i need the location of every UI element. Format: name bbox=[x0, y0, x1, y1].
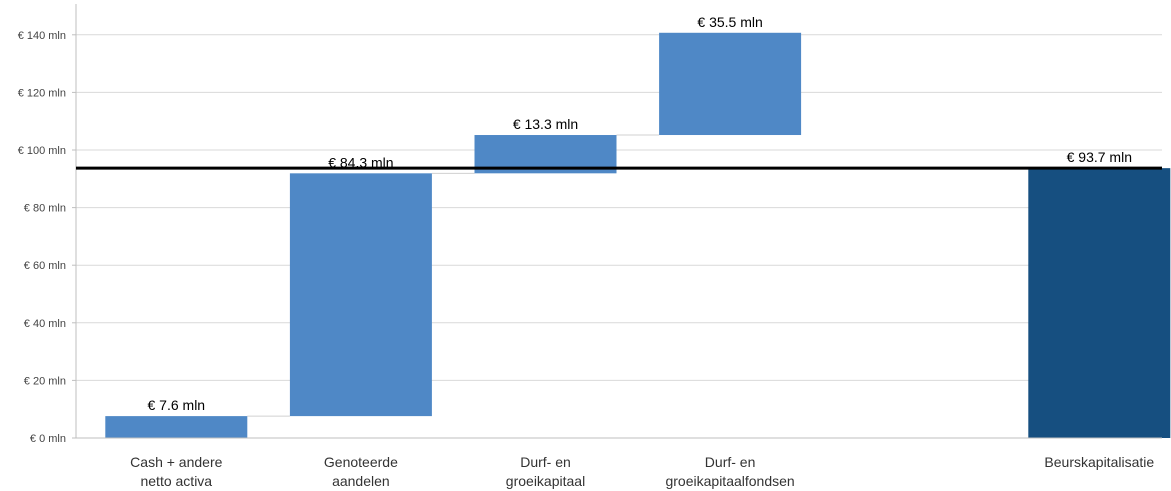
x-category-label: groeikapitaal bbox=[506, 473, 585, 489]
bar bbox=[289, 173, 432, 417]
bars bbox=[105, 32, 1171, 439]
x-category-label: Durf- en bbox=[705, 454, 756, 470]
x-category-label: Durf- en bbox=[520, 454, 571, 470]
data-label: € 35.5 mln bbox=[697, 14, 762, 30]
y-tick-label: € 80 mln bbox=[24, 203, 66, 215]
x-category-label: Cash + andere bbox=[130, 454, 222, 470]
bar bbox=[1028, 168, 1171, 439]
connector-lines bbox=[247, 134, 660, 417]
y-tick-label: € 20 mln bbox=[24, 375, 66, 387]
grid-lines bbox=[72, 34, 1162, 439]
data-label: € 13.3 mln bbox=[513, 116, 578, 132]
bar bbox=[659, 32, 802, 136]
x-axis-category-labels: Cash + andere netto activa Genoteerde aande… bbox=[130, 454, 1154, 489]
data-label: € 93.7 mln bbox=[1067, 149, 1132, 165]
y-tick-label: € 100 mln bbox=[18, 145, 66, 157]
data-labels: € 7.6 mln € 84.3 mln € 13.3 mln € 35.5 mln €… bbox=[148, 14, 1132, 413]
data-label: € 7.6 mln bbox=[148, 397, 206, 413]
data-label: € 84.3 mln bbox=[328, 154, 393, 170]
y-axis-tick-labels: € 0 mln € 20 mln € 40 mln € 60 mln € 80 mln €… bbox=[18, 30, 66, 445]
x-category-label: netto activa bbox=[140, 473, 212, 489]
y-tick-label: € 40 mln bbox=[24, 318, 66, 330]
x-category-label: Beurskapitalisatie bbox=[1044, 454, 1154, 470]
bar bbox=[105, 416, 248, 438]
x-category-label: Genoteerde bbox=[324, 454, 398, 470]
x-category-label: groeikapitaalfondsen bbox=[665, 473, 794, 489]
y-tick-label: € 120 mln bbox=[18, 87, 66, 99]
y-tick-label: € 0 mln bbox=[30, 433, 66, 445]
x-category-label: aandelen bbox=[332, 473, 390, 489]
y-tick-label: € 140 mln bbox=[18, 30, 66, 42]
y-tick-label: € 60 mln bbox=[24, 260, 66, 272]
